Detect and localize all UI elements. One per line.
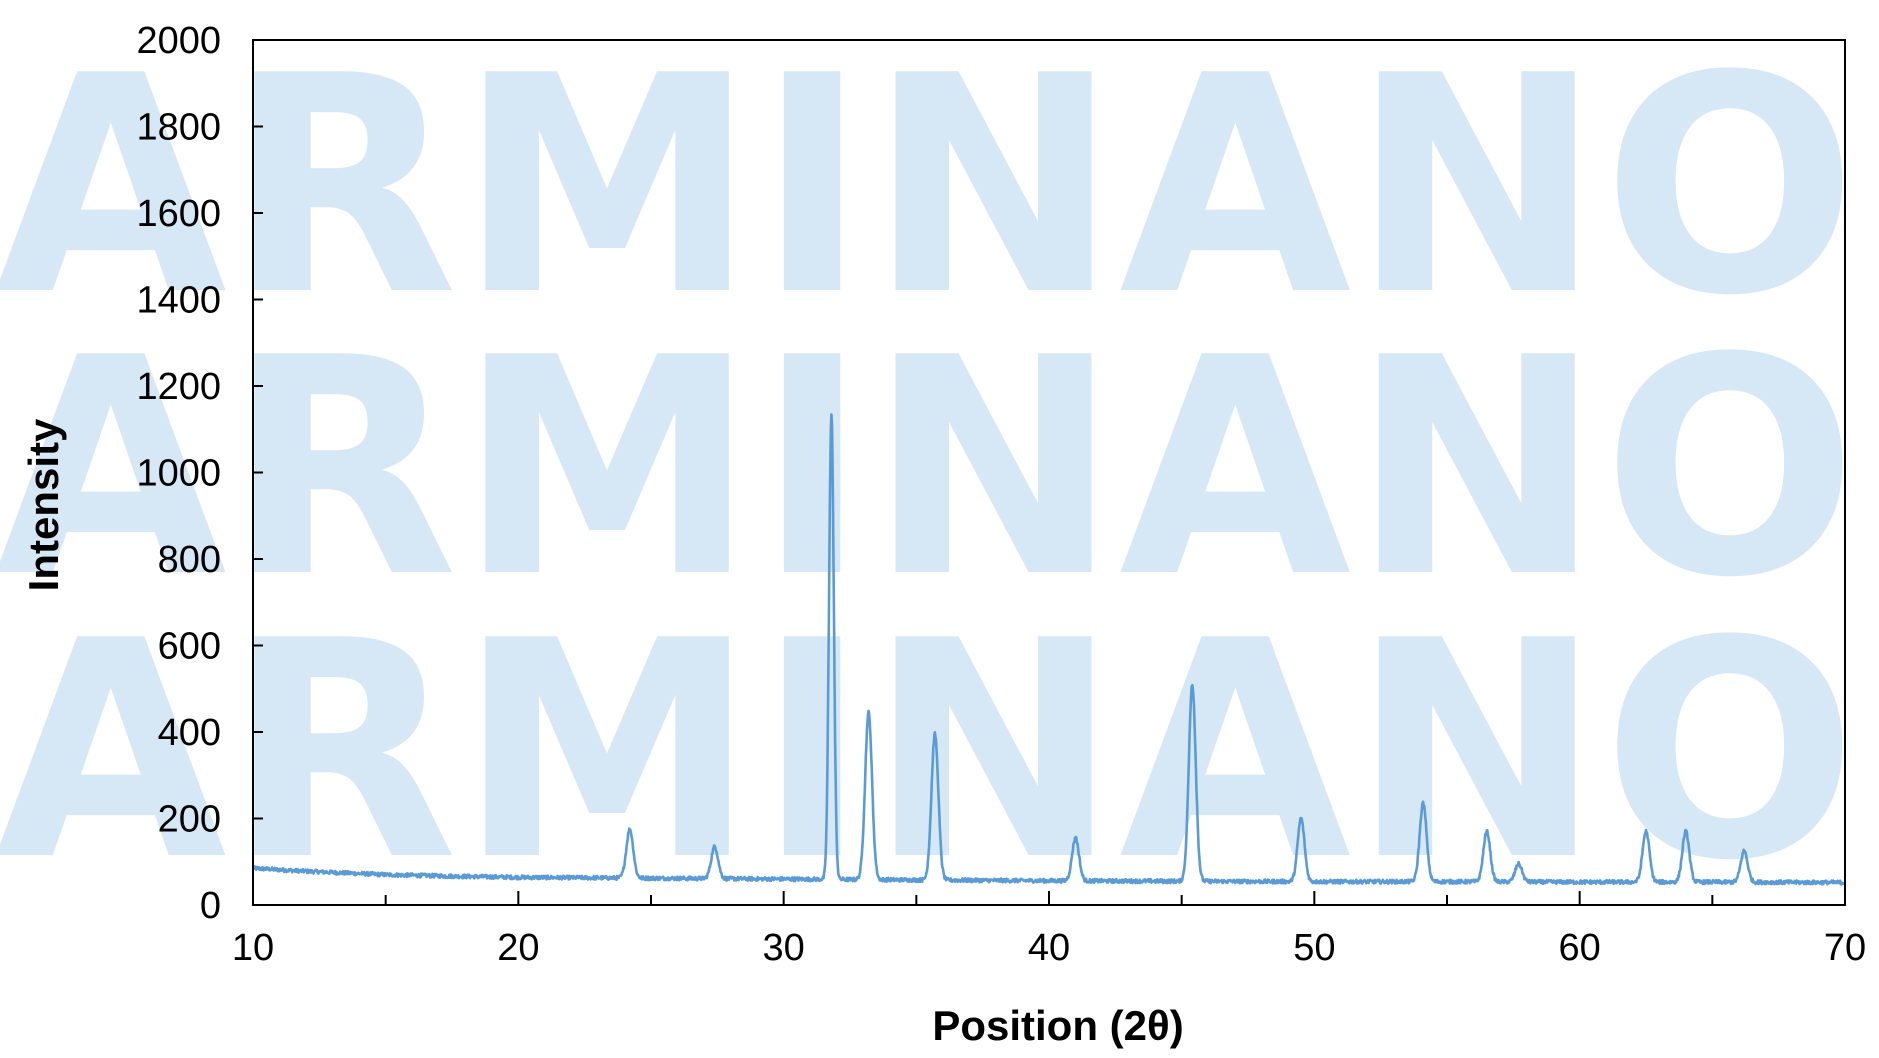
intensity-series-line (251, 413, 1847, 886)
y-tick-label: 1200 (136, 366, 221, 408)
y-tick-label: 1600 (136, 193, 221, 235)
watermark-layer: ARMINANO ARMINANO ARMINANO (0, 12, 1857, 926)
y-tick-label: 1800 (136, 107, 221, 149)
x-tick-label: 20 (497, 927, 539, 969)
y-tick-label: 1000 (136, 453, 221, 495)
y-tick-label: 600 (158, 626, 221, 668)
y-tick-label: 400 (158, 712, 221, 754)
y-tick-label: 200 (158, 799, 221, 841)
y-tick-label: 0 (200, 885, 221, 927)
y-axis-title: Intensity (20, 418, 67, 591)
x-tick-label: 40 (1028, 927, 1070, 969)
x-tick-label: 60 (1559, 927, 1601, 969)
watermark-row-3: ARMINANO (0, 577, 1857, 926)
y-tick-label: 1400 (136, 280, 221, 322)
x-tick-label: 50 (1293, 927, 1335, 969)
y-tick-label: 2000 (136, 20, 221, 62)
x-tick-label: 10 (232, 927, 274, 969)
watermark-row-1: ARMINANO (0, 12, 1857, 361)
watermark-row-2: ARMINANO (0, 294, 1857, 643)
x-axis-title: Position (2θ) (932, 1002, 1183, 1049)
x-tick-label: 70 (1824, 927, 1866, 969)
x-axis-ticks: 10 20 30 40 50 60 70 (232, 891, 1866, 969)
y-axis-ticks: 0 200 400 600 800 1000 1200 1400 1600 1800 2000 (136, 20, 263, 927)
y-tick-label: 800 (158, 539, 221, 581)
x-tick-label: 30 (763, 927, 805, 969)
